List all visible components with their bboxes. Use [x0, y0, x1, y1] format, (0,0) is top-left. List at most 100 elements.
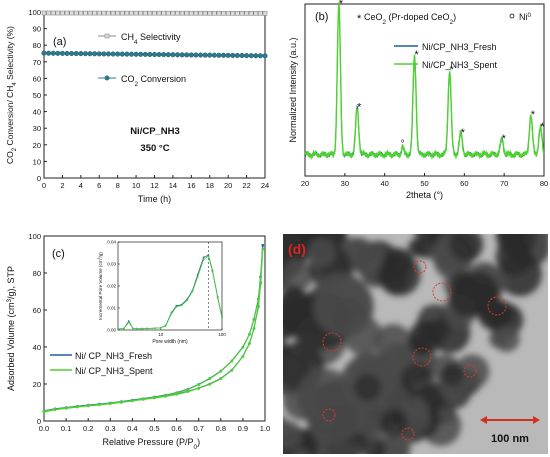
legend: Ni/ CP_NH3_Fresh Ni/ CP_NH3_Spent	[50, 351, 153, 376]
ni-particle-circle	[322, 332, 342, 352]
data-point	[120, 400, 123, 404]
data-point	[207, 52, 213, 58]
particle-blob	[497, 252, 542, 297]
particle-blob	[488, 300, 515, 327]
y-axis-label: Adsorbed Volume (cm3/g), STP	[6, 266, 17, 391]
data-point	[41, 50, 47, 56]
scale-bar-arrow-right	[533, 416, 540, 424]
particle-blob	[283, 259, 314, 292]
x-axis-label: Relative Pressure (P/P0)	[103, 437, 201, 451]
particle-blob	[420, 305, 440, 326]
inset-x-axis-label: Pore width (nm)	[152, 339, 188, 345]
data-point	[248, 11, 254, 16]
x-tick-label: 0.4	[127, 424, 137, 433]
data-point	[138, 51, 144, 57]
data-point	[244, 11, 249, 16]
x-tick-label: 2	[60, 181, 64, 190]
data-point	[110, 10, 116, 16]
isotherm-spent	[42, 247, 265, 414]
legend-marker	[104, 33, 110, 39]
inset-x-tick-label: 100	[218, 332, 226, 337]
data-point	[186, 390, 189, 394]
data-point	[101, 10, 107, 16]
data-point	[193, 52, 199, 58]
inset-y-tick-label: 0.04	[107, 240, 116, 245]
panel-c: 0 20 40 60 80 100 0.0 0.1 0.2 0.3 0.4 0.5 0.6 0.7 0.8 0…	[6, 232, 271, 451]
particle-blob	[384, 431, 412, 454]
data-point	[119, 10, 125, 16]
x-tick-label: 8	[116, 181, 120, 190]
data-point	[221, 52, 227, 58]
y-tick-label: 70	[33, 58, 41, 67]
panel-label: (a)	[53, 36, 66, 48]
legend: CH4 Selectivity CO2 Conversion	[98, 32, 186, 88]
scale-bar-label: 100 nm	[491, 433, 529, 445]
ni-particle-circle	[412, 347, 432, 367]
data-point	[253, 11, 259, 16]
inset-y-tick-label: 0.00	[107, 328, 116, 333]
data-point	[147, 10, 153, 16]
data-point	[87, 10, 93, 16]
legend-ni-label: Ni0	[519, 12, 532, 23]
data-point	[64, 406, 68, 410]
data-point	[147, 51, 153, 57]
data-point	[225, 10, 231, 16]
data-point	[55, 10, 61, 16]
peak-marker-ceo2: *	[461, 127, 466, 139]
data-point	[83, 10, 88, 16]
ni-particle-circle	[432, 282, 452, 302]
inset-point	[127, 321, 130, 324]
peak-marker-ceo2: *	[414, 49, 419, 61]
data-point	[253, 53, 259, 59]
x-tick-label: 70	[500, 179, 508, 188]
inset-x-tick-label: 10	[158, 332, 164, 337]
data-point	[197, 387, 200, 390]
peak-marker-ceo2: *	[357, 102, 362, 114]
data-point	[219, 377, 223, 381]
x-tick-label: 0.3	[105, 424, 115, 433]
ni-particle-circle	[487, 296, 507, 316]
peak-marker-ceo2: *	[540, 121, 545, 133]
data-point	[161, 10, 167, 16]
x-tick-label: 1.0	[260, 424, 270, 433]
data-point	[151, 51, 158, 58]
data-point	[59, 50, 65, 56]
inset-point	[159, 326, 162, 329]
particle-blob	[379, 408, 408, 437]
ni-particle-circle	[401, 427, 415, 441]
y-tick-label: 60	[33, 74, 41, 83]
y-axis-label: Normalized Intensity (a.u.)	[288, 37, 298, 142]
peak-marker-ceo2: *	[339, 0, 344, 10]
legend-label-ch4-selectivity: CH4 Selectivity	[121, 32, 181, 46]
data-point	[82, 51, 88, 57]
data-point	[133, 10, 139, 16]
inset-point	[202, 258, 205, 261]
legend-label-spent: Ni/CP_NH3_Spent	[422, 60, 498, 70]
data-point	[129, 10, 134, 16]
data-point	[175, 391, 178, 395]
data-point	[197, 52, 204, 58]
legend-label-spent: Ni/ CP_NH3_Spent	[75, 366, 153, 376]
legend-label-fresh: Ni/ CP_NH3_Fresh	[75, 351, 152, 361]
data-point	[184, 52, 190, 58]
peak-marker-ceo2: *	[531, 109, 536, 121]
x-tick-label: 6	[97, 181, 101, 190]
data-point	[106, 10, 111, 16]
data-point	[86, 404, 90, 407]
data-point	[225, 52, 231, 58]
data-point	[97, 403, 101, 406]
y-tick-label: 60	[33, 306, 41, 315]
data-point	[105, 51, 112, 57]
data-point	[262, 11, 268, 16]
x-tick-label: 0.6	[171, 424, 181, 433]
data-point	[119, 51, 125, 57]
x-tick-label: 0.0	[39, 424, 49, 433]
data-point	[179, 52, 185, 58]
data-point	[101, 51, 107, 57]
particle-aggregates	[283, 234, 548, 454]
particle-blob	[440, 362, 464, 386]
data-point	[156, 52, 162, 58]
inset-y-tick-label: 0.02	[107, 284, 116, 289]
